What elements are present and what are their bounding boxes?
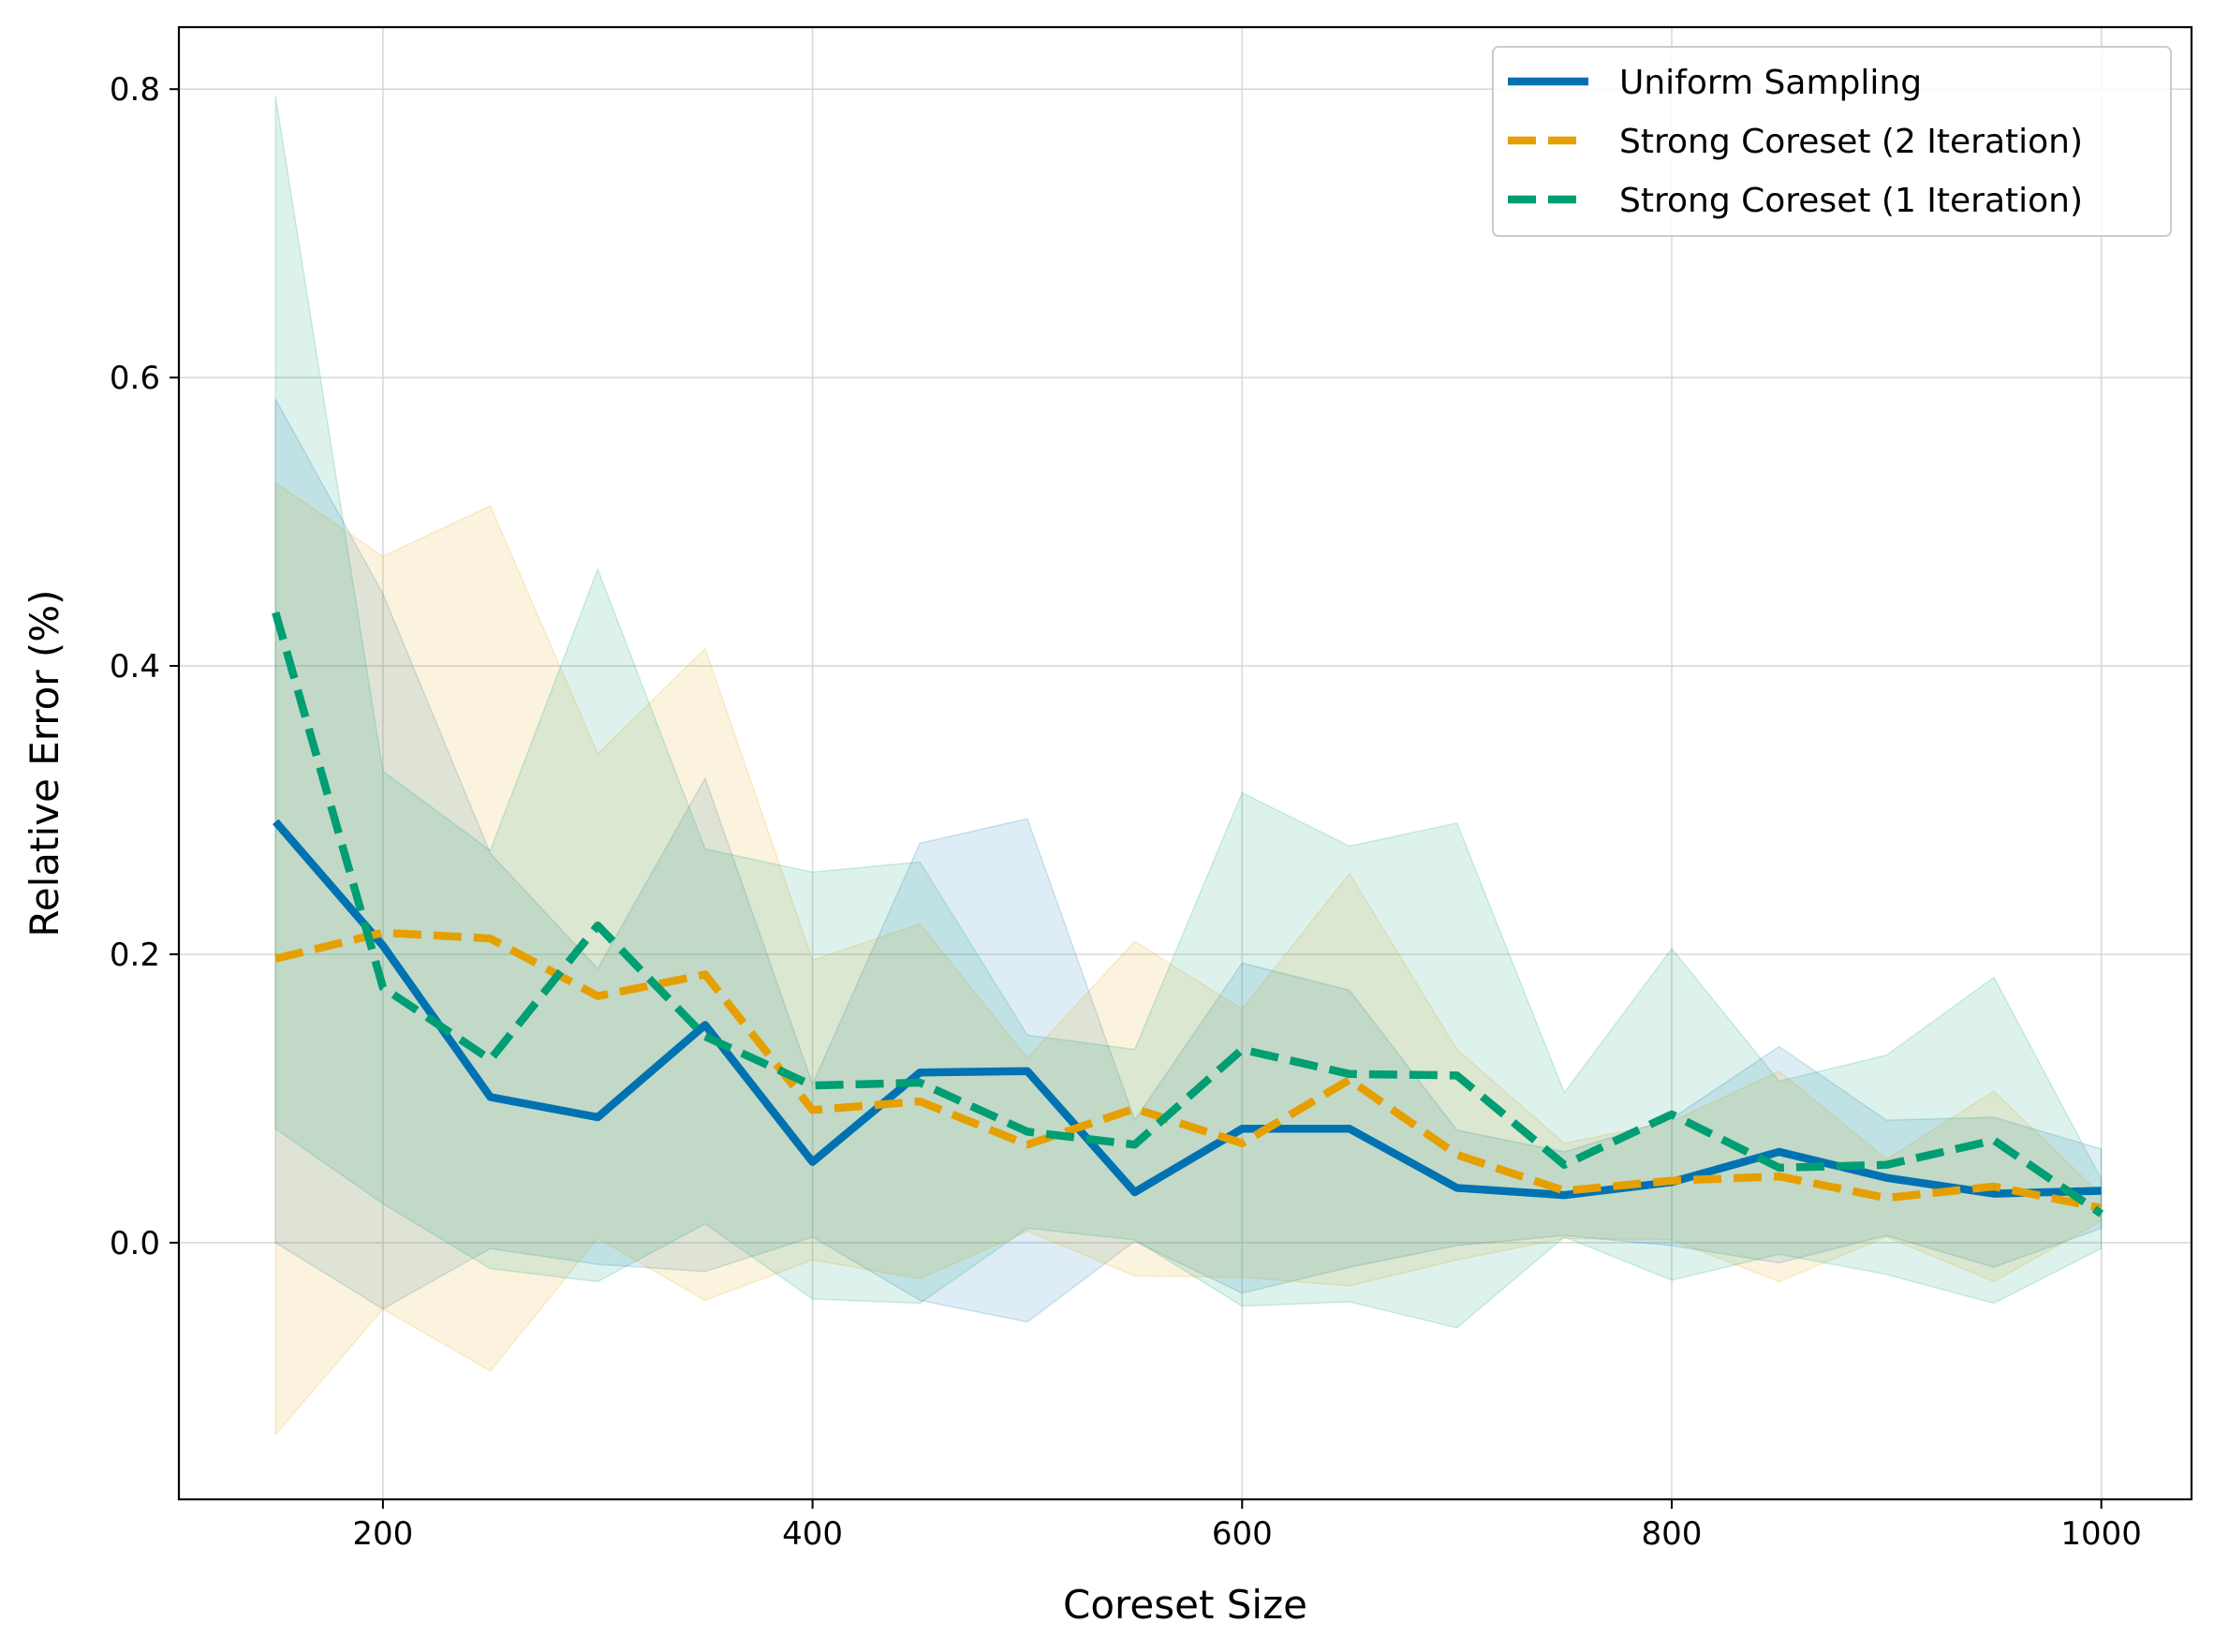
series-line [274,928,2103,1213]
error-band [274,96,2103,1329]
x-axis-ticks: 200 400 600 800 1000 [352,1499,2142,1553]
x-tick-label: 1000 [2060,1515,2142,1553]
legend-label: Strong Coreset (1 Iteration) [1619,182,2083,220]
y-axis-ticks: 0.0 0.2 0.4 0.6 0.8 [110,71,179,1262]
series-line [272,819,2102,1200]
y-tick-label: 0.4 [110,648,160,686]
x-tick-label: 400 [782,1515,843,1553]
error-band [274,398,2103,1323]
y-tick-label: 0.0 [110,1225,160,1262]
legend-label: Uniform Sampling [1619,64,1922,102]
legend-box [1492,46,2172,237]
plot-frame [177,25,2193,1501]
x-tick-label: 600 [1212,1515,1273,1553]
x-tick-label: 800 [1642,1515,1703,1553]
y-tick-label: 0.8 [110,71,160,109]
x-axis-title: Coreset Size [1063,1582,1307,1628]
y-tick-label: 0.6 [110,360,160,397]
x-tick-label: 200 [352,1515,413,1553]
y-tick-label: 0.2 [110,937,160,974]
series-line [272,611,2104,1217]
error-band [274,481,2103,1437]
legend-label: Strong Coreset (2 Iteration) [1619,123,2083,161]
y-axis-title: Relative Error (%) [22,589,67,937]
series-lines [272,611,2104,1217]
error-bands [274,96,2103,1437]
legend: Uniform Sampling Strong Coreset (2 Iterat… [1492,46,2172,237]
